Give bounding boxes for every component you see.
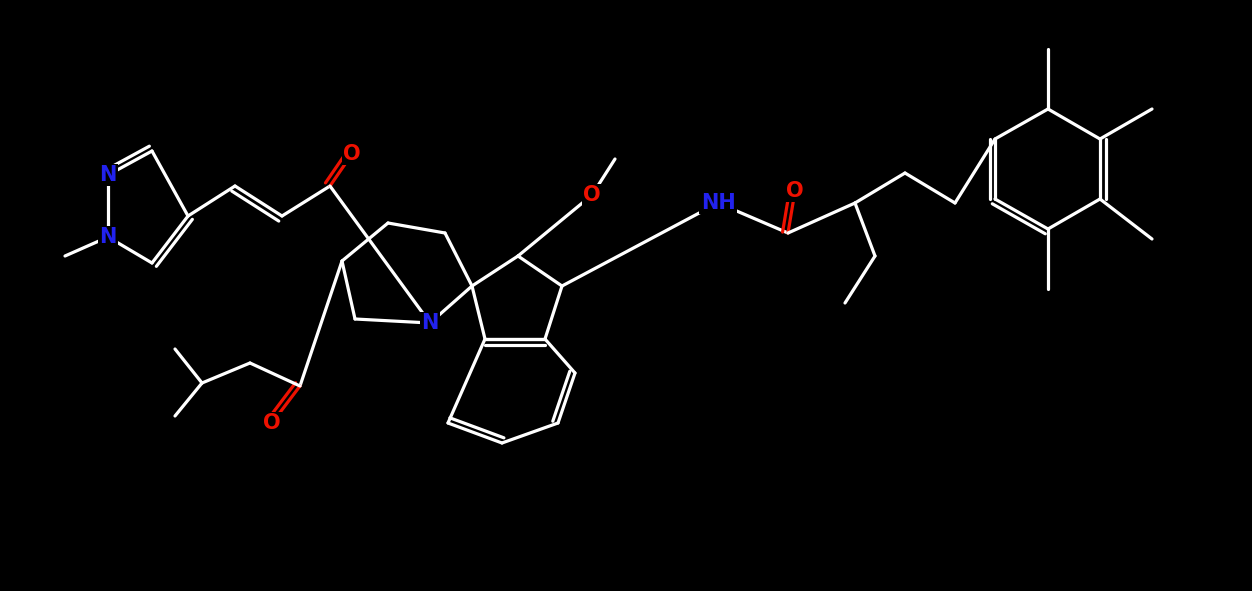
- Text: O: O: [583, 185, 601, 205]
- Text: O: O: [263, 413, 280, 433]
- Text: O: O: [786, 181, 804, 201]
- Text: N: N: [99, 227, 116, 247]
- Text: O: O: [343, 144, 361, 164]
- Text: N: N: [422, 313, 438, 333]
- Text: N: N: [99, 165, 116, 185]
- Text: NH: NH: [701, 193, 735, 213]
